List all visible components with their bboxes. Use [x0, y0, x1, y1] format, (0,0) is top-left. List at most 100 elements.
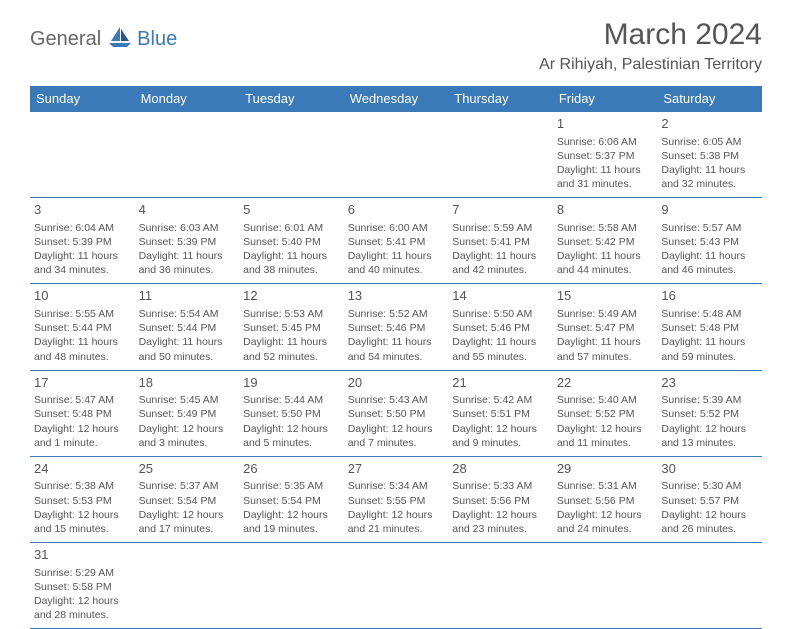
sunset-line: Sunset: 5:45 PM	[243, 321, 340, 335]
sunset-line: Sunset: 5:48 PM	[661, 321, 758, 335]
daylight-line: Daylight: 11 hours and 54 minutes.	[348, 335, 445, 363]
calendar-day-cell: 8Sunrise: 5:58 AMSunset: 5:42 PMDaylight…	[553, 198, 658, 284]
sunrise-line: Sunrise: 5:44 AM	[243, 393, 340, 407]
calendar-table: SundayMondayTuesdayWednesdayThursdayFrid…	[30, 86, 762, 628]
sunset-line: Sunset: 5:58 PM	[34, 580, 131, 594]
daylight-line: Daylight: 12 hours and 17 minutes.	[139, 508, 236, 536]
sunset-line: Sunset: 5:44 PM	[139, 321, 236, 335]
day-number: 18	[139, 374, 236, 392]
calendar-day-cell: 7Sunrise: 5:59 AMSunset: 5:41 PMDaylight…	[448, 198, 553, 284]
sunset-line: Sunset: 5:52 PM	[557, 407, 654, 421]
sunset-line: Sunset: 5:44 PM	[34, 321, 131, 335]
daylight-line: Daylight: 12 hours and 23 minutes.	[452, 508, 549, 536]
calendar-day-cell: 30Sunrise: 5:30 AMSunset: 5:57 PMDayligh…	[657, 456, 762, 542]
calendar-week-row: 10Sunrise: 5:55 AMSunset: 5:44 PMDayligh…	[30, 284, 762, 370]
calendar-empty-cell	[448, 112, 553, 198]
day-number: 11	[139, 287, 236, 305]
sunset-line: Sunset: 5:39 PM	[139, 235, 236, 249]
calendar-week-row: 1Sunrise: 6:06 AMSunset: 5:37 PMDaylight…	[30, 112, 762, 198]
sunrise-line: Sunrise: 5:53 AM	[243, 307, 340, 321]
daylight-line: Daylight: 12 hours and 26 minutes.	[661, 508, 758, 536]
weekday-header: Saturday	[657, 86, 762, 112]
day-number: 21	[452, 374, 549, 392]
daylight-line: Daylight: 11 hours and 36 minutes.	[139, 249, 236, 277]
weekday-header: Friday	[553, 86, 658, 112]
calendar-day-cell: 27Sunrise: 5:34 AMSunset: 5:55 PMDayligh…	[344, 456, 449, 542]
calendar-day-cell: 16 Sunrise: 5:48 AMSunset: 5:48 PMDayligh…	[657, 284, 762, 370]
calendar-day-cell: 3Sunrise: 6:04 AMSunset: 5:39 PMDaylight…	[30, 198, 135, 284]
calendar-day-cell: 17Sunrise: 5:47 AMSunset: 5:48 PMDayligh…	[30, 370, 135, 456]
day-number: 23	[661, 374, 758, 392]
sunrise-line: Sunrise: 5:33 AM	[452, 479, 549, 493]
calendar-day-cell: 5Sunrise: 6:01 AMSunset: 5:40 PMDaylight…	[239, 198, 344, 284]
daylight-line: Daylight: 11 hours and 46 minutes.	[661, 249, 758, 277]
day-number: 6	[348, 201, 445, 219]
daylight-line: Daylight: 11 hours and 48 minutes.	[34, 335, 131, 363]
day-number: 16	[661, 287, 758, 305]
calendar-day-cell: 26Sunrise: 5:35 AMSunset: 5:54 PMDayligh…	[239, 456, 344, 542]
sunset-line: Sunset: 5:54 PM	[139, 494, 236, 508]
sunrise-line: Sunrise: 5:49 AM	[557, 307, 654, 321]
daylight-line: Daylight: 12 hours and 7 minutes.	[348, 422, 445, 450]
sunrise-line: Sunrise: 5:47 AM	[34, 393, 131, 407]
sunrise-line: Sunrise: 5:38 AM	[34, 479, 131, 493]
day-number: 25	[139, 460, 236, 478]
calendar-day-cell: 10Sunrise: 5:55 AMSunset: 5:44 PMDayligh…	[30, 284, 135, 370]
sunrise-line: Sunrise: 5:59 AM	[452, 221, 549, 235]
sunset-line: Sunset: 5:56 PM	[452, 494, 549, 508]
calendar-day-cell: 28Sunrise: 5:33 AMSunset: 5:56 PMDayligh…	[448, 456, 553, 542]
daylight-line: Daylight: 11 hours and 52 minutes.	[243, 335, 340, 363]
daylight-line: Daylight: 12 hours and 19 minutes.	[243, 508, 340, 536]
daylight-line: Daylight: 11 hours and 40 minutes.	[348, 249, 445, 277]
daylight-line: Daylight: 11 hours and 34 minutes.	[34, 249, 131, 277]
sunrise-line: Sunrise: 5:48 AM	[661, 307, 758, 321]
title-block: March 2024 Ar Rihiyah, Palestinian Terri…	[539, 18, 762, 74]
day-number: 12	[243, 287, 340, 305]
daylight-line: Daylight: 12 hours and 21 minutes.	[348, 508, 445, 536]
sunset-line: Sunset: 5:37 PM	[557, 149, 654, 163]
sunset-line: Sunset: 5:51 PM	[452, 407, 549, 421]
sunset-line: Sunset: 5:57 PM	[661, 494, 758, 508]
sunrise-line: Sunrise: 6:00 AM	[348, 221, 445, 235]
sunset-line: Sunset: 5:53 PM	[34, 494, 131, 508]
day-number: 17	[34, 374, 131, 392]
calendar-empty-cell	[30, 112, 135, 198]
sunrise-line: Sunrise: 5:37 AM	[139, 479, 236, 493]
calendar-day-cell: 15Sunrise: 5:49 AMSunset: 5:47 PMDayligh…	[553, 284, 658, 370]
sunrise-line: Sunrise: 5:31 AM	[557, 479, 654, 493]
weekday-header: Thursday	[448, 86, 553, 112]
daylight-line: Daylight: 12 hours and 13 minutes.	[661, 422, 758, 450]
day-number: 26	[243, 460, 340, 478]
calendar-empty-cell	[135, 543, 240, 629]
daylight-line: Daylight: 11 hours and 50 minutes.	[139, 335, 236, 363]
sunset-line: Sunset: 5:41 PM	[452, 235, 549, 249]
calendar-day-cell: 20Sunrise: 5:43 AMSunset: 5:50 PMDayligh…	[344, 370, 449, 456]
sunset-line: Sunset: 5:41 PM	[348, 235, 445, 249]
sunrise-line: Sunrise: 5:50 AM	[452, 307, 549, 321]
logo-text-general: General	[30, 28, 101, 51]
header: General Blue March 2024 Ar Rihiyah, Pale…	[30, 18, 762, 74]
daylight-line: Daylight: 12 hours and 24 minutes.	[557, 508, 654, 536]
sunrise-line: Sunrise: 5:29 AM	[34, 566, 131, 580]
daylight-line: Daylight: 12 hours and 11 minutes.	[557, 422, 654, 450]
day-number: 3	[34, 201, 131, 219]
sunrise-line: Sunrise: 6:06 AM	[557, 135, 654, 149]
daylight-line: Daylight: 11 hours and 59 minutes.	[661, 335, 758, 363]
calendar-day-cell: 14Sunrise: 5:50 AMSunset: 5:46 PMDayligh…	[448, 284, 553, 370]
sunset-line: Sunset: 5:40 PM	[243, 235, 340, 249]
calendar-empty-cell	[135, 112, 240, 198]
sunrise-line: Sunrise: 5:34 AM	[348, 479, 445, 493]
calendar-empty-cell	[657, 543, 762, 629]
sunrise-line: Sunrise: 5:30 AM	[661, 479, 758, 493]
sailboat-icon	[107, 26, 133, 53]
sunrise-line: Sunrise: 5:55 AM	[34, 307, 131, 321]
calendar-day-cell: 12 Sunrise: 5:53 AMSunset: 5:45 PMDayligh…	[239, 284, 344, 370]
logo-text-blue: Blue	[137, 28, 177, 51]
calendar-day-cell: 25Sunrise: 5:37 AMSunset: 5:54 PMDayligh…	[135, 456, 240, 542]
calendar-day-cell: 2Sunrise: 6:05 AMSunset: 5:38 PMDaylight…	[657, 112, 762, 198]
calendar-day-cell: 6 Sunrise: 6:00 AMSunset: 5:41 PMDaylight…	[344, 198, 449, 284]
sunset-line: Sunset: 5:48 PM	[34, 407, 131, 421]
sunset-line: Sunset: 5:43 PM	[661, 235, 758, 249]
calendar-day-cell: 22Sunrise: 5:40 AMSunset: 5:52 PMDayligh…	[553, 370, 658, 456]
daylight-line: Daylight: 11 hours and 44 minutes.	[557, 249, 654, 277]
